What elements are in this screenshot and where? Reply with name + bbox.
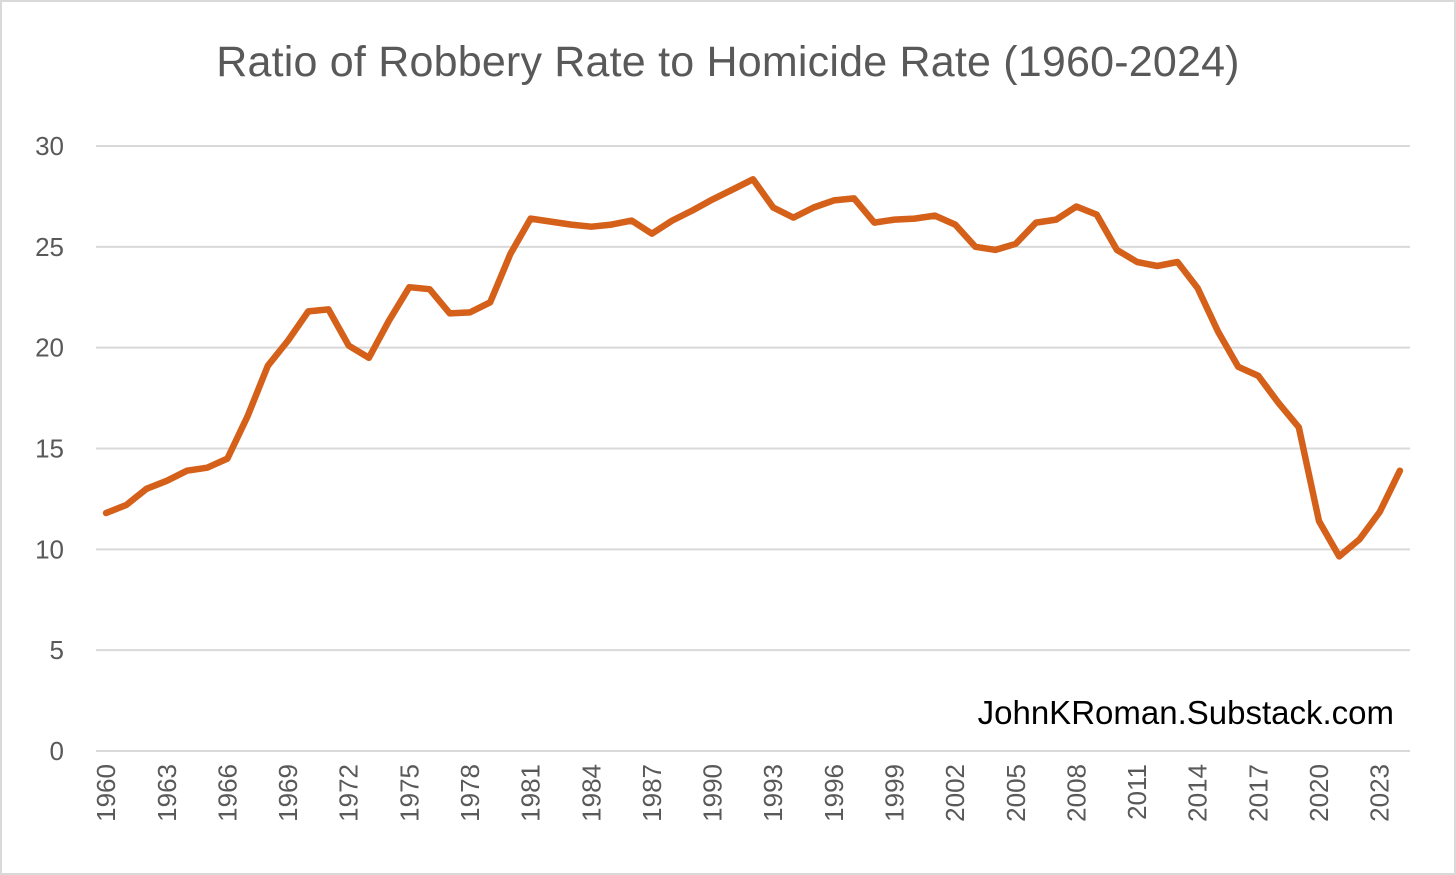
y-tick-label: 20	[35, 333, 64, 363]
x-tick-label: 2014	[1183, 764, 1213, 822]
x-tick-label: 1996	[819, 764, 849, 822]
x-tick-label: 1972	[334, 764, 364, 822]
x-tick-label: 2020	[1304, 764, 1334, 822]
x-tick-label: 1993	[758, 764, 788, 822]
y-tick-label: 30	[35, 131, 64, 161]
x-tick-label: 1978	[455, 764, 485, 822]
y-tick-label: 25	[35, 232, 64, 262]
series-lines	[102, 176, 1404, 560]
gridlines	[96, 145, 1410, 752]
y-tick-label: 15	[35, 434, 64, 464]
x-tick-label: 1990	[698, 764, 728, 822]
series-line-0	[102, 176, 1404, 560]
y-tick-label: 10	[35, 534, 64, 564]
x-tick-label: 2011	[1122, 764, 1152, 820]
x-tick-label: 1966	[212, 764, 242, 822]
y-axis-ticks: 0 5 10 15 20 25 30	[35, 131, 64, 766]
x-tick-label: 1987	[637, 764, 667, 822]
x-tick-label: 1981	[516, 764, 546, 822]
y-tick-label: 0	[50, 736, 64, 766]
x-tick-label: 1960	[91, 764, 121, 822]
x-tick-label: 1984	[576, 764, 606, 822]
x-tick-label: 1975	[394, 764, 424, 822]
y-tick-label: 5	[50, 635, 64, 665]
x-tick-label: 1969	[273, 764, 303, 822]
series-points	[106, 179, 1400, 557]
x-tick-label: 2017	[1243, 764, 1273, 822]
x-axis-ticks: 1960 1963 1966 1969 1972 1975 1978 1981 1984 1987…	[91, 764, 1395, 822]
x-tick-label: 1999	[880, 764, 910, 822]
x-tick-label: 2008	[1061, 764, 1091, 822]
chart-title: Ratio of Robbery Rate to Homicide Rate (…	[216, 38, 1240, 86]
x-tick-label: 1963	[152, 764, 182, 822]
x-tick-label: 2002	[940, 764, 970, 822]
watermark-text: JohnKRoman.Substack.com	[977, 694, 1394, 731]
x-tick-label: 2023	[1365, 764, 1395, 822]
x-tick-label: 2005	[1001, 764, 1031, 822]
